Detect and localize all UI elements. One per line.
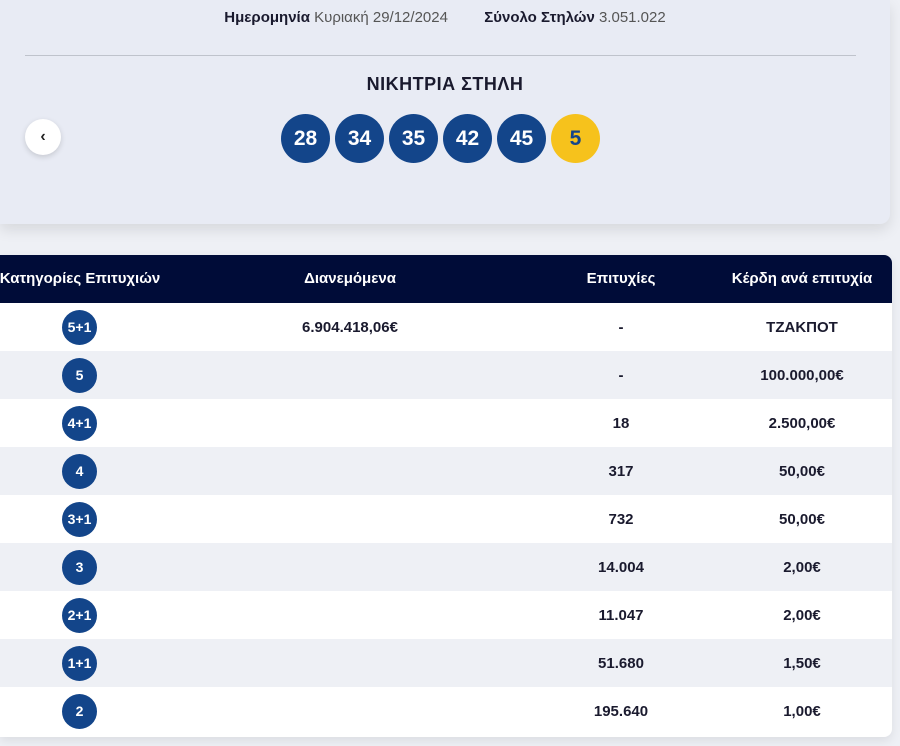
- category-badge: 2: [62, 693, 97, 729]
- header-winners: Επιτυχίες: [586, 270, 656, 287]
- prize-cell: 50,00€: [779, 510, 825, 528]
- winners-cell: 317: [608, 462, 634, 480]
- category-badge: 1+1: [62, 645, 97, 681]
- distributed-cell: [250, 639, 450, 687]
- table-row: 3 14.004 2,00€: [0, 543, 892, 591]
- distributed-cell: [250, 351, 450, 399]
- draw-summary-card: Ημερομηνία Κυριακή 29/12/2024 Σύνολο Στη…: [0, 0, 890, 224]
- category-badge: 3: [62, 549, 97, 585]
- draw-meta: Ημερομηνία Κυριακή 29/12/2024 Σύνολο Στη…: [0, 9, 890, 26]
- columns-value: 3.051.022: [598, 9, 666, 26]
- table-row: 1+1 51.680 1,50€: [0, 639, 892, 687]
- winners-cell: 18: [612, 414, 630, 432]
- category-badge: 4: [62, 453, 97, 489]
- category-badge: 5: [62, 357, 97, 393]
- divider: [25, 55, 856, 56]
- winners-cell: 51.680: [598, 654, 644, 672]
- table-row: 2 195.640 1,00€: [0, 687, 892, 735]
- winners-cell: -: [618, 318, 624, 336]
- category-badge: 3+1: [62, 501, 97, 537]
- winners-cell: -: [618, 366, 624, 384]
- category-badge: 4+1: [62, 405, 97, 441]
- prize-cell: 1,50€: [783, 654, 821, 672]
- date-value: Κυριακή 29/12/2024: [314, 9, 448, 26]
- header-category: Κατηγορίες Επιτυχιών: [0, 270, 161, 287]
- distributed-cell: [250, 687, 450, 735]
- chevron-left-icon: ‹: [40, 128, 46, 145]
- winners-cell: 14.004: [598, 558, 644, 576]
- winning-column-title: ΝΙΚΗΤΡΙΑ ΣΤΗΛΗ: [366, 74, 524, 94]
- distributed-cell: [250, 399, 450, 447]
- distributed-cell: [250, 543, 450, 591]
- number-ball: 34: [335, 114, 384, 163]
- table-row: 5 - 100.000,00€: [0, 351, 892, 399]
- prize-cell: 2.500,00€: [768, 414, 836, 432]
- joker-ball: 5: [551, 114, 600, 163]
- date-label: Ημερομηνία: [224, 9, 310, 26]
- header-distributed: Διανεμόμενα: [304, 270, 396, 287]
- table-row: 3+1 732 50,00€: [0, 495, 892, 543]
- distributed-cell: [250, 591, 450, 639]
- number-ball: 35: [389, 114, 438, 163]
- columns-label: Σύνολο Στηλών: [484, 9, 595, 26]
- prize-cell: 2,00€: [783, 606, 821, 624]
- distributed-cell: [250, 447, 450, 495]
- table-row: 2+1 11.047 2,00€: [0, 591, 892, 639]
- distributed-cell: [250, 495, 450, 543]
- distributed-cell: 6.904.418,06€: [302, 318, 398, 336]
- prize-cell: 100.000,00€: [760, 366, 844, 384]
- prize-table: Κατηγορίες Επιτυχιών Διανεμόμενα Επιτυχί…: [0, 255, 892, 737]
- category-badge: 5+1: [62, 309, 97, 345]
- winners-cell: 11.047: [598, 606, 644, 624]
- number-ball: 45: [497, 114, 546, 163]
- prize-cell: 2,00€: [783, 558, 821, 576]
- header-prize: Κέρδη ανά επιτυχία: [731, 270, 873, 287]
- table-row: 4 317 50,00€: [0, 447, 892, 495]
- table-header: Κατηγορίες Επιτυχιών Διανεμόμενα Επιτυχί…: [0, 255, 892, 303]
- winners-cell: 195.640: [593, 702, 649, 720]
- table-row: 5+1 6.904.418,06€ - ΤΖΑΚΠΟΤ: [0, 303, 892, 351]
- previous-draw-button[interactable]: ‹: [25, 119, 61, 155]
- table-row: 4+1 18 2.500,00€: [0, 399, 892, 447]
- prize-cell: 1,00€: [783, 702, 821, 720]
- winning-numbers: 28 34 35 42 45 5: [281, 114, 600, 163]
- category-badge: 2+1: [62, 597, 97, 633]
- number-ball: 28: [281, 114, 330, 163]
- winners-cell: 732: [608, 510, 634, 528]
- prize-cell: 50,00€: [779, 462, 825, 480]
- prize-cell: ΤΖΑΚΠΟΤ: [766, 318, 838, 336]
- number-ball: 42: [443, 114, 492, 163]
